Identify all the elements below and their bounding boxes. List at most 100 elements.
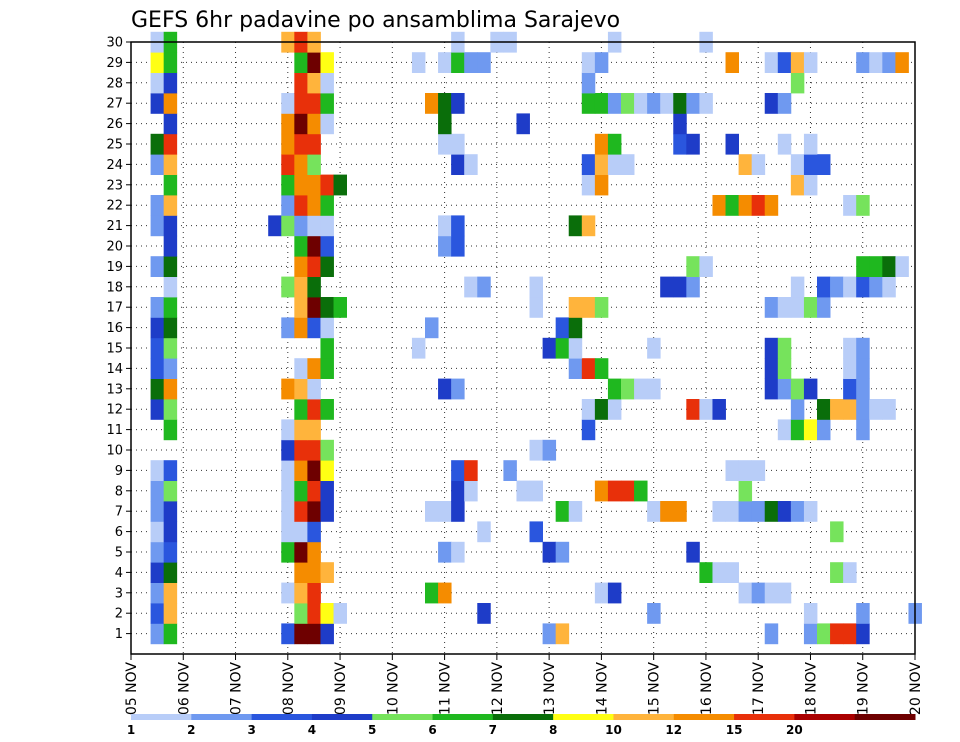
heatmap-cell — [764, 297, 779, 318]
heatmap-cell — [294, 501, 308, 522]
heatmap-cell — [764, 378, 779, 400]
colorbar-swatch — [794, 714, 856, 720]
heatmap-cell — [163, 72, 178, 94]
heatmap-cell — [163, 460, 178, 481]
heatmap-cell — [660, 276, 674, 298]
heatmap-cell — [568, 337, 583, 359]
heatmap-cell — [163, 603, 178, 624]
heatmap-cell — [843, 399, 857, 420]
y-tick-label: 13 — [106, 382, 123, 397]
heatmap-cell — [790, 378, 805, 400]
heatmap-cell — [294, 174, 308, 196]
heatmap-cell — [686, 276, 700, 298]
heatmap-cell — [542, 337, 557, 359]
heatmap-cell — [307, 460, 321, 481]
heatmap-cell — [163, 541, 178, 563]
heatmap-cell — [320, 113, 334, 135]
heatmap-cell — [568, 297, 583, 318]
heatmap-cell — [529, 521, 543, 543]
heatmap-cell — [856, 399, 870, 420]
heatmap-cell — [307, 72, 321, 94]
heatmap-cell — [777, 358, 792, 379]
heatmap-cell — [281, 541, 295, 563]
heatmap-cell — [150, 297, 165, 318]
heatmap-cell — [333, 603, 347, 624]
heatmap-cell — [294, 297, 308, 318]
heatmap-cell — [438, 501, 452, 522]
heatmap-cell — [150, 541, 165, 563]
heatmap-cell — [751, 460, 766, 481]
heatmap-cell — [568, 215, 583, 237]
heatmap-cell — [150, 256, 165, 277]
heatmap-cell — [882, 399, 896, 420]
heatmap-cell — [725, 133, 739, 155]
y-tick-label: 30 — [106, 36, 123, 51]
heatmap-cell — [281, 378, 295, 400]
heatmap-cell — [568, 317, 583, 339]
heatmap-cell — [294, 358, 308, 379]
x-tick-label: 09 NOV — [333, 662, 349, 716]
heatmap-cell — [438, 133, 452, 155]
colorbar-label: 7 — [489, 723, 497, 737]
heatmap-cell — [425, 582, 439, 604]
heatmap-cell — [790, 297, 805, 318]
heatmap-cell — [634, 480, 648, 502]
y-tick-label: 28 — [106, 76, 123, 91]
colorbar-swatch — [673, 714, 735, 720]
heatmap-cell — [307, 235, 321, 257]
heatmap-cell — [320, 439, 334, 461]
heatmap-cell — [307, 439, 321, 461]
heatmap-cell — [581, 419, 596, 441]
heatmap-cell — [803, 52, 818, 73]
heatmap-cell — [294, 215, 308, 237]
heatmap-cell — [712, 399, 726, 420]
heatmap-cell — [307, 419, 321, 441]
x-tick-label: 12 NOV — [490, 662, 506, 716]
y-tick-label: 4 — [115, 566, 123, 581]
heatmap-cell — [150, 501, 165, 522]
y-tick-label: 29 — [106, 56, 123, 71]
heatmap-cell — [163, 174, 178, 196]
heatmap-cell — [777, 501, 792, 522]
colorbar-swatch — [191, 714, 253, 720]
heatmap-cell — [163, 562, 178, 583]
heatmap-cell — [320, 480, 334, 502]
heatmap-cell — [451, 154, 465, 175]
heatmap-cell — [281, 419, 295, 441]
heatmap-cell — [163, 195, 178, 216]
heatmap-cell — [790, 419, 805, 441]
colorbar-label: 6 — [428, 723, 436, 737]
heatmap-cell — [320, 174, 334, 196]
heatmap-cell — [294, 154, 308, 175]
heatmap-cell — [803, 419, 818, 441]
heatmap-cell — [150, 378, 165, 400]
heatmap-cell — [307, 623, 321, 645]
heatmap-cell — [307, 399, 321, 420]
x-tick-label: 06 NOV — [176, 662, 192, 716]
heatmap-cell — [307, 378, 321, 400]
heatmap-cell — [163, 235, 178, 257]
y-tick-label: 17 — [106, 301, 123, 316]
heatmap-cell — [751, 154, 766, 175]
x-tick-label: 11 NOV — [438, 662, 454, 716]
heatmap-cell — [281, 623, 295, 645]
heatmap-cell — [294, 623, 308, 645]
heatmap-cell — [307, 154, 321, 175]
heatmap-cell — [150, 521, 165, 543]
heatmap-cell — [869, 399, 883, 420]
colorbar-swatch — [854, 714, 916, 720]
heatmap-cell — [699, 256, 713, 277]
heatmap-cell — [594, 399, 609, 420]
heatmap-cell — [856, 195, 870, 216]
x-axis: 05 NOV 06 NOV 07 NOV 08 NOV 09 NOV 10 NOV 11 N… — [124, 654, 924, 715]
heatmap-cell — [803, 623, 818, 645]
heatmap-cell — [163, 297, 178, 318]
heatmap-cell — [320, 399, 334, 420]
heatmap-cell — [307, 195, 321, 216]
heatmap-cell — [294, 133, 308, 155]
heatmap-cell — [150, 72, 165, 94]
heatmap-cell — [438, 541, 452, 563]
heatmap-cell — [555, 541, 570, 563]
heatmap-cell — [281, 195, 295, 216]
heatmap-cell — [790, 52, 805, 73]
